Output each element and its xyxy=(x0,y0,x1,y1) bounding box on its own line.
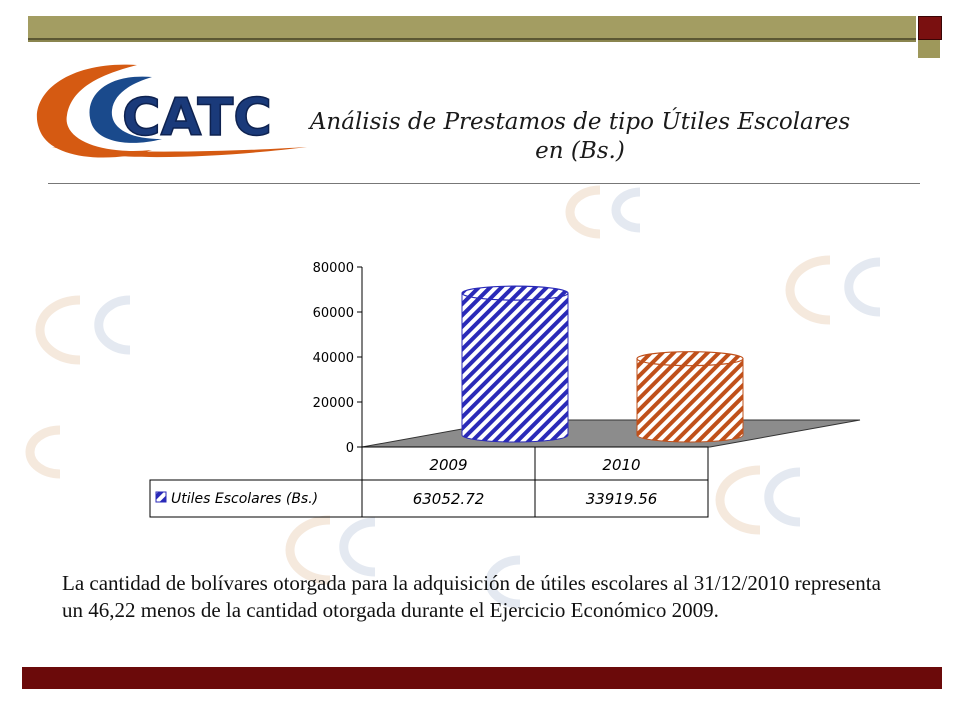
loans-bar-chart: 0 20000 40000 60000 80000 2009 63052.72 2010 33… xyxy=(149,261,861,518)
y-tick-label: 20000 xyxy=(313,396,354,411)
bar-body xyxy=(461,292,569,443)
logo-text: CATC xyxy=(122,88,272,148)
corner-square-dark xyxy=(918,16,942,40)
bar-top xyxy=(636,351,744,367)
corner-square-olive xyxy=(918,40,940,58)
legend-swatch xyxy=(155,491,167,503)
data-value-label: 33919.56 xyxy=(586,490,658,508)
top-decor-bar xyxy=(28,16,916,42)
data-value-label: 63052.72 xyxy=(413,490,485,508)
x-category-label: 2010 xyxy=(602,456,640,474)
bottom-decor-bar xyxy=(22,667,942,689)
bar-body xyxy=(636,358,744,443)
bar-2009 xyxy=(461,285,569,443)
slide-title: Análisis de Prestamos de tipo Útiles Esc… xyxy=(250,108,910,166)
y-tick-label: 60000 xyxy=(313,306,354,321)
title-line-2: en (Bs.) xyxy=(535,138,625,164)
data-table-legend-cell xyxy=(149,479,363,518)
description-text: La cantidad de bolívares otorgada para l… xyxy=(62,571,881,622)
y-tick-label: 0 xyxy=(346,441,354,456)
y-tick-label: 80000 xyxy=(313,261,354,276)
title-divider xyxy=(48,183,920,184)
bar-top xyxy=(461,285,569,301)
top-decor-line xyxy=(28,38,916,40)
x-category-label: 2009 xyxy=(429,456,467,474)
catc-logo: CATC xyxy=(36,64,307,158)
chart-floor-plane xyxy=(361,419,861,448)
y-tick-label: 40000 xyxy=(313,351,354,366)
title-line-1: Análisis de Prestamos de tipo Útiles Esc… xyxy=(309,109,851,135)
legend-label: Utiles Escolares (Bs.) xyxy=(171,491,318,507)
bar-2010 xyxy=(636,351,744,443)
